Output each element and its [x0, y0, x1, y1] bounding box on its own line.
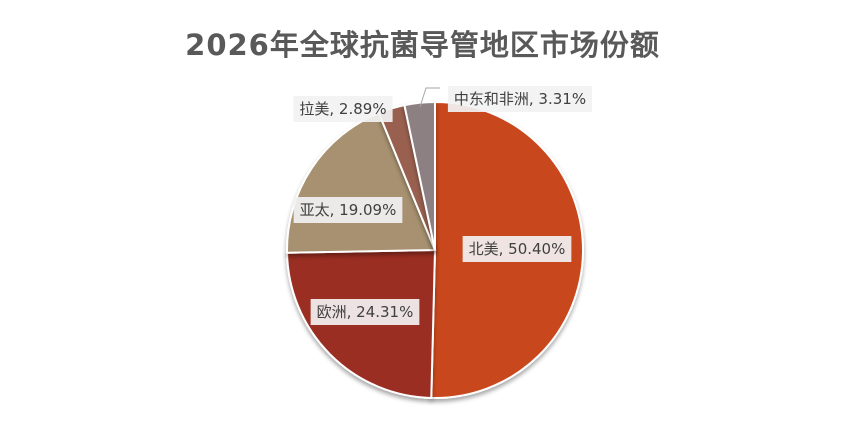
pie-slice-5 [403, 100, 436, 251]
data-label-2: 欧洲, 24.31% [310, 299, 420, 325]
data-label-3: 亚太, 19.09% [293, 197, 403, 223]
data-label-text-5: 中东和非洲, 3.31% [454, 90, 586, 108]
data-label-box-3 [293, 197, 403, 223]
data-label-text-2: 欧洲, 24.31% [317, 303, 414, 321]
data-label-text-1: 北美, 50.40% [469, 240, 566, 258]
data-label-1: 北美, 50.40% [462, 236, 572, 262]
leader-line [419, 87, 440, 107]
data-label-box-4 [293, 96, 393, 122]
data-label-text-3: 亚太, 19.09% [300, 201, 397, 219]
data-label-box-1 [462, 236, 572, 262]
chart-title: 2026年全球抗菌导管地区市场份额 [185, 28, 660, 62]
data-label-5: 中东和非洲, 3.31% [447, 86, 593, 112]
data-label-text-4: 拉美, 2.89% [299, 100, 386, 118]
data-label-4: 拉美, 2.89% [293, 96, 393, 122]
data-label-box-5 [447, 86, 593, 112]
data-label-box-2 [310, 299, 420, 325]
